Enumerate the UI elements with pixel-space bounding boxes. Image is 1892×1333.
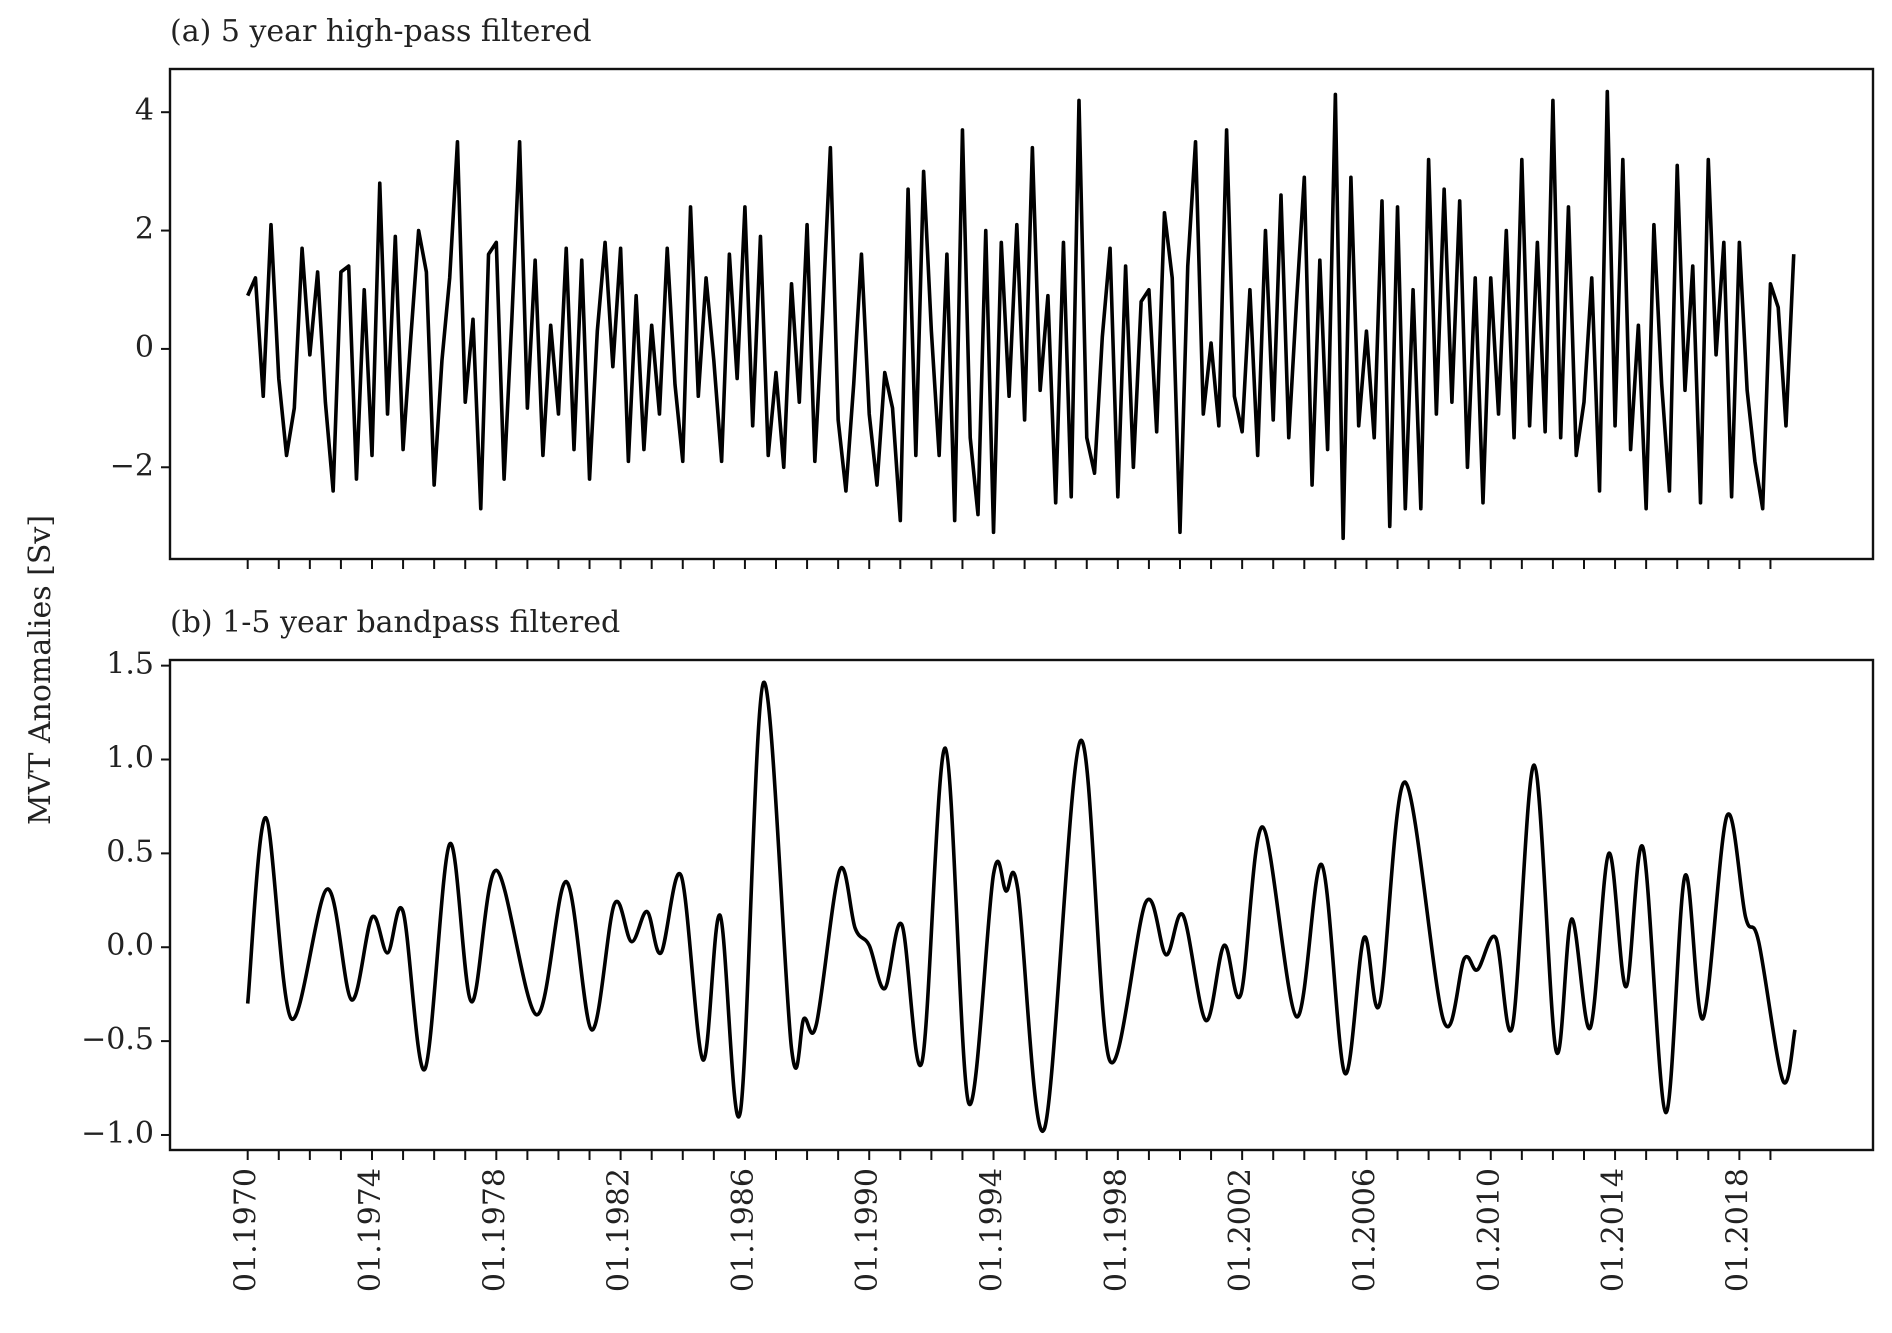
panel-title: (b) 1-5 year bandpass filtered	[170, 605, 620, 640]
y-tick-label: 0.0	[106, 928, 154, 963]
y-tick-label: 0	[135, 330, 154, 365]
x-tick-label: 01.1986	[726, 1168, 761, 1292]
x-tick-label: 01.2014	[1596, 1168, 1631, 1292]
data-line	[246, 89, 1796, 541]
x-tick-label: 01.1970	[229, 1168, 264, 1292]
x-tick-label: 01.1994	[975, 1168, 1010, 1292]
axes-frame	[168, 658, 1875, 1152]
x-tick-label: 01.1990	[850, 1168, 885, 1292]
panel-title: (a) 5 year high-pass filtered	[170, 14, 592, 49]
y-tick-label: 1.0	[106, 741, 154, 776]
x-tick-label: 01.2010	[1472, 1168, 1507, 1292]
axes-frame	[168, 67, 1875, 561]
data-line	[245, 680, 1797, 1134]
y-tick-label: 2	[135, 212, 154, 247]
x-tick-label: 01.2018	[1720, 1168, 1755, 1292]
x-tick-label: 01.1978	[477, 1168, 512, 1292]
y-tick-label: 1.5	[106, 647, 154, 682]
x-tick-label: 01.1974	[353, 1168, 388, 1292]
x-tick-label: 01.2002	[1223, 1168, 1258, 1292]
y-axis-label: MVT Anomalies [Sv]	[23, 515, 58, 825]
y-tick-label: −1.0	[81, 1116, 154, 1151]
y-tick-label: 4	[135, 93, 154, 128]
x-tick-label: 01.1998	[1099, 1168, 1134, 1292]
y-tick-label: 0.5	[106, 834, 154, 869]
x-tick-label: 01.2006	[1347, 1168, 1382, 1292]
y-tick-label: −2	[110, 448, 154, 483]
x-tick-label: 01.1982	[602, 1168, 637, 1292]
y-tick-label: −0.5	[81, 1022, 154, 1057]
